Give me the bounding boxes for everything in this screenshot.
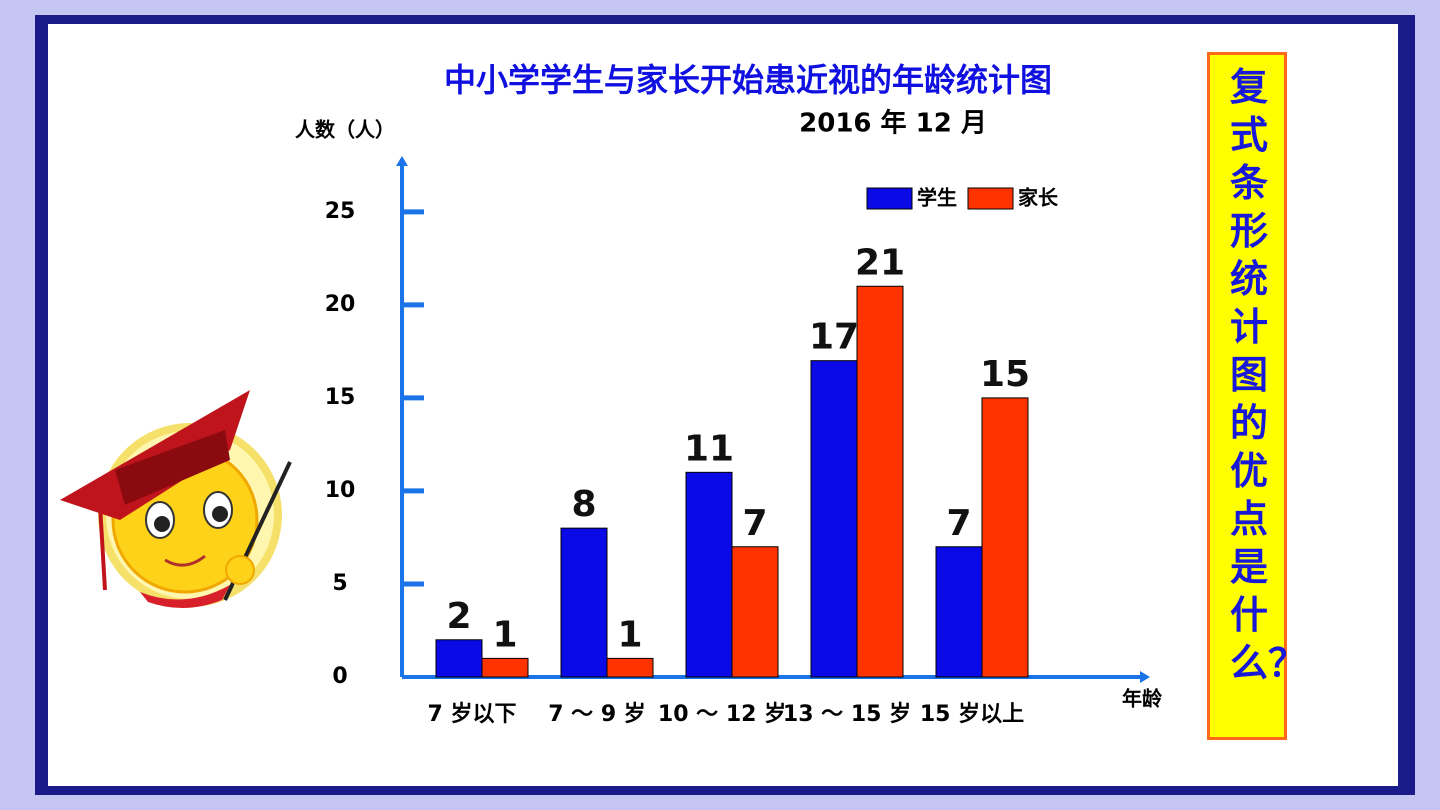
- x-tick-label: 15 岁以上: [920, 701, 1024, 727]
- data-label: 15: [980, 354, 1030, 395]
- legend-swatch: [866, 187, 913, 210]
- data-label: 1: [492, 614, 517, 655]
- y-tick-label: 10: [325, 478, 356, 503]
- x-tick-label: 7 岁以下: [428, 701, 517, 727]
- legend-label: 家长: [1018, 186, 1059, 210]
- y-tick-label: 25: [325, 199, 356, 224]
- data-label: 21: [855, 242, 905, 283]
- legend-swatch: [967, 187, 1014, 210]
- bar: [731, 546, 779, 678]
- x-axis-arrow: [1140, 671, 1150, 683]
- y-axis-label: 人数（人）: [295, 118, 395, 142]
- bar: [810, 360, 858, 678]
- x-tick-label: 13 ～ 15 岁: [783, 701, 911, 727]
- y-axis-arrow: [396, 156, 408, 166]
- data-label: 8: [571, 484, 596, 525]
- x-axis-label: 年龄: [1122, 687, 1163, 711]
- bar: [856, 285, 904, 678]
- y-tick-label: 0: [332, 664, 347, 689]
- bar: [435, 639, 483, 678]
- bar: [685, 471, 733, 678]
- x-tick-label: 10 ～ 12 岁: [658, 701, 786, 727]
- data-label: 17: [809, 317, 859, 358]
- y-tick-label: 15: [325, 385, 356, 410]
- y-tick-label: 5: [332, 571, 347, 596]
- data-label: 7: [742, 503, 767, 544]
- side-note: 复式条形统计图的优点是什么？: [1207, 52, 1306, 740]
- bar: [560, 527, 608, 678]
- y-tick-label: 20: [325, 292, 356, 317]
- x-tick-label: 7 ～ 9 岁: [548, 701, 646, 727]
- data-label: 7: [946, 503, 971, 544]
- data-label: 1: [617, 614, 642, 655]
- bar: [481, 657, 529, 678]
- bar: [935, 546, 983, 678]
- bar: [981, 397, 1029, 678]
- subtitle: 2016 年 12 月: [799, 108, 987, 139]
- bar: [606, 657, 654, 678]
- mascot: [60, 390, 292, 609]
- data-label: 11: [684, 428, 734, 469]
- legend-label: 学生: [917, 186, 957, 210]
- data-label: 2: [446, 596, 471, 637]
- chart-title: 中小学学生与家长开始患近视的年龄统计图: [444, 61, 1052, 99]
